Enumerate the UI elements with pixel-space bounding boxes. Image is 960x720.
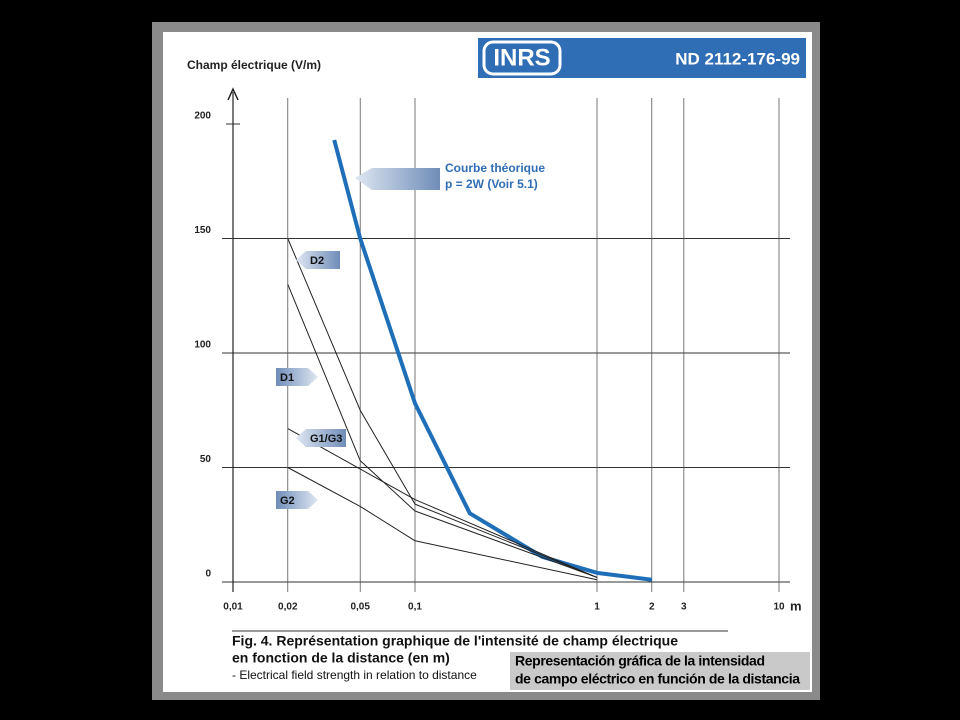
theoretical-curve (332, 139, 653, 582)
overlay-text: Representación gráfica de la intensidad (515, 653, 765, 669)
plot: 0 50 100 150 200 0,01 0,02 0,05 0,1 1 2 3 10 D2 D1 G1/G… (194, 87, 790, 613)
y-tick-label: 200 (194, 111, 211, 122)
legend-label: Courbe théorique (445, 161, 545, 175)
overlay-text: de campo eléctrico en función de la dist… (515, 671, 800, 687)
y-tick-label: 100 (194, 340, 211, 351)
x-tick-label: 10 (773, 602, 785, 613)
y-tick-label: 50 (200, 454, 212, 465)
legend-label: G1/G3 (310, 433, 342, 445)
x-tick-label: 2 (649, 602, 655, 613)
legend-label: D2 (310, 255, 324, 267)
legend-label: G2 (280, 495, 295, 507)
reference: ND 2112-176-99 (675, 49, 800, 68)
series-callout (276, 368, 318, 386)
y-tick-label: 150 (194, 225, 211, 236)
x-tick-label: 3 (681, 602, 687, 613)
series-callout (276, 491, 318, 509)
header-band (478, 38, 806, 78)
annotation: p = 2W (Voir 5.1) (445, 177, 538, 191)
x-tick-label: 1 (594, 602, 600, 613)
series-line (287, 428, 598, 578)
series-line (287, 467, 598, 581)
x-tick-label: 0,02 (278, 602, 298, 613)
y-axis-label: Champ électrique (V/m) (187, 58, 321, 72)
series-callout (296, 251, 340, 269)
caption-line: en fonction de la distance (en m) (232, 650, 450, 666)
y-tick-label: 0 (205, 569, 211, 580)
series-callout (296, 429, 346, 447)
caption-english: - Electrical field strength in relation … (232, 668, 477, 682)
caption-title: Fig. 4. Représentation graphique de l'in… (232, 633, 678, 649)
legend-label: D1 (280, 372, 294, 384)
x-tick-label: 0,1 (408, 602, 422, 613)
overlay-box (510, 652, 810, 690)
x-unit: m (790, 598, 802, 613)
logo-box (482, 40, 562, 76)
x-tick-label: 0,05 (350, 602, 370, 613)
series-line (287, 284, 598, 578)
curve-callout (355, 168, 440, 190)
logo: INRS (493, 44, 550, 71)
figure (163, 32, 812, 692)
x-tick-label: 0,01 (223, 602, 243, 613)
series-line (287, 238, 598, 578)
axis-arrow (227, 87, 239, 101)
